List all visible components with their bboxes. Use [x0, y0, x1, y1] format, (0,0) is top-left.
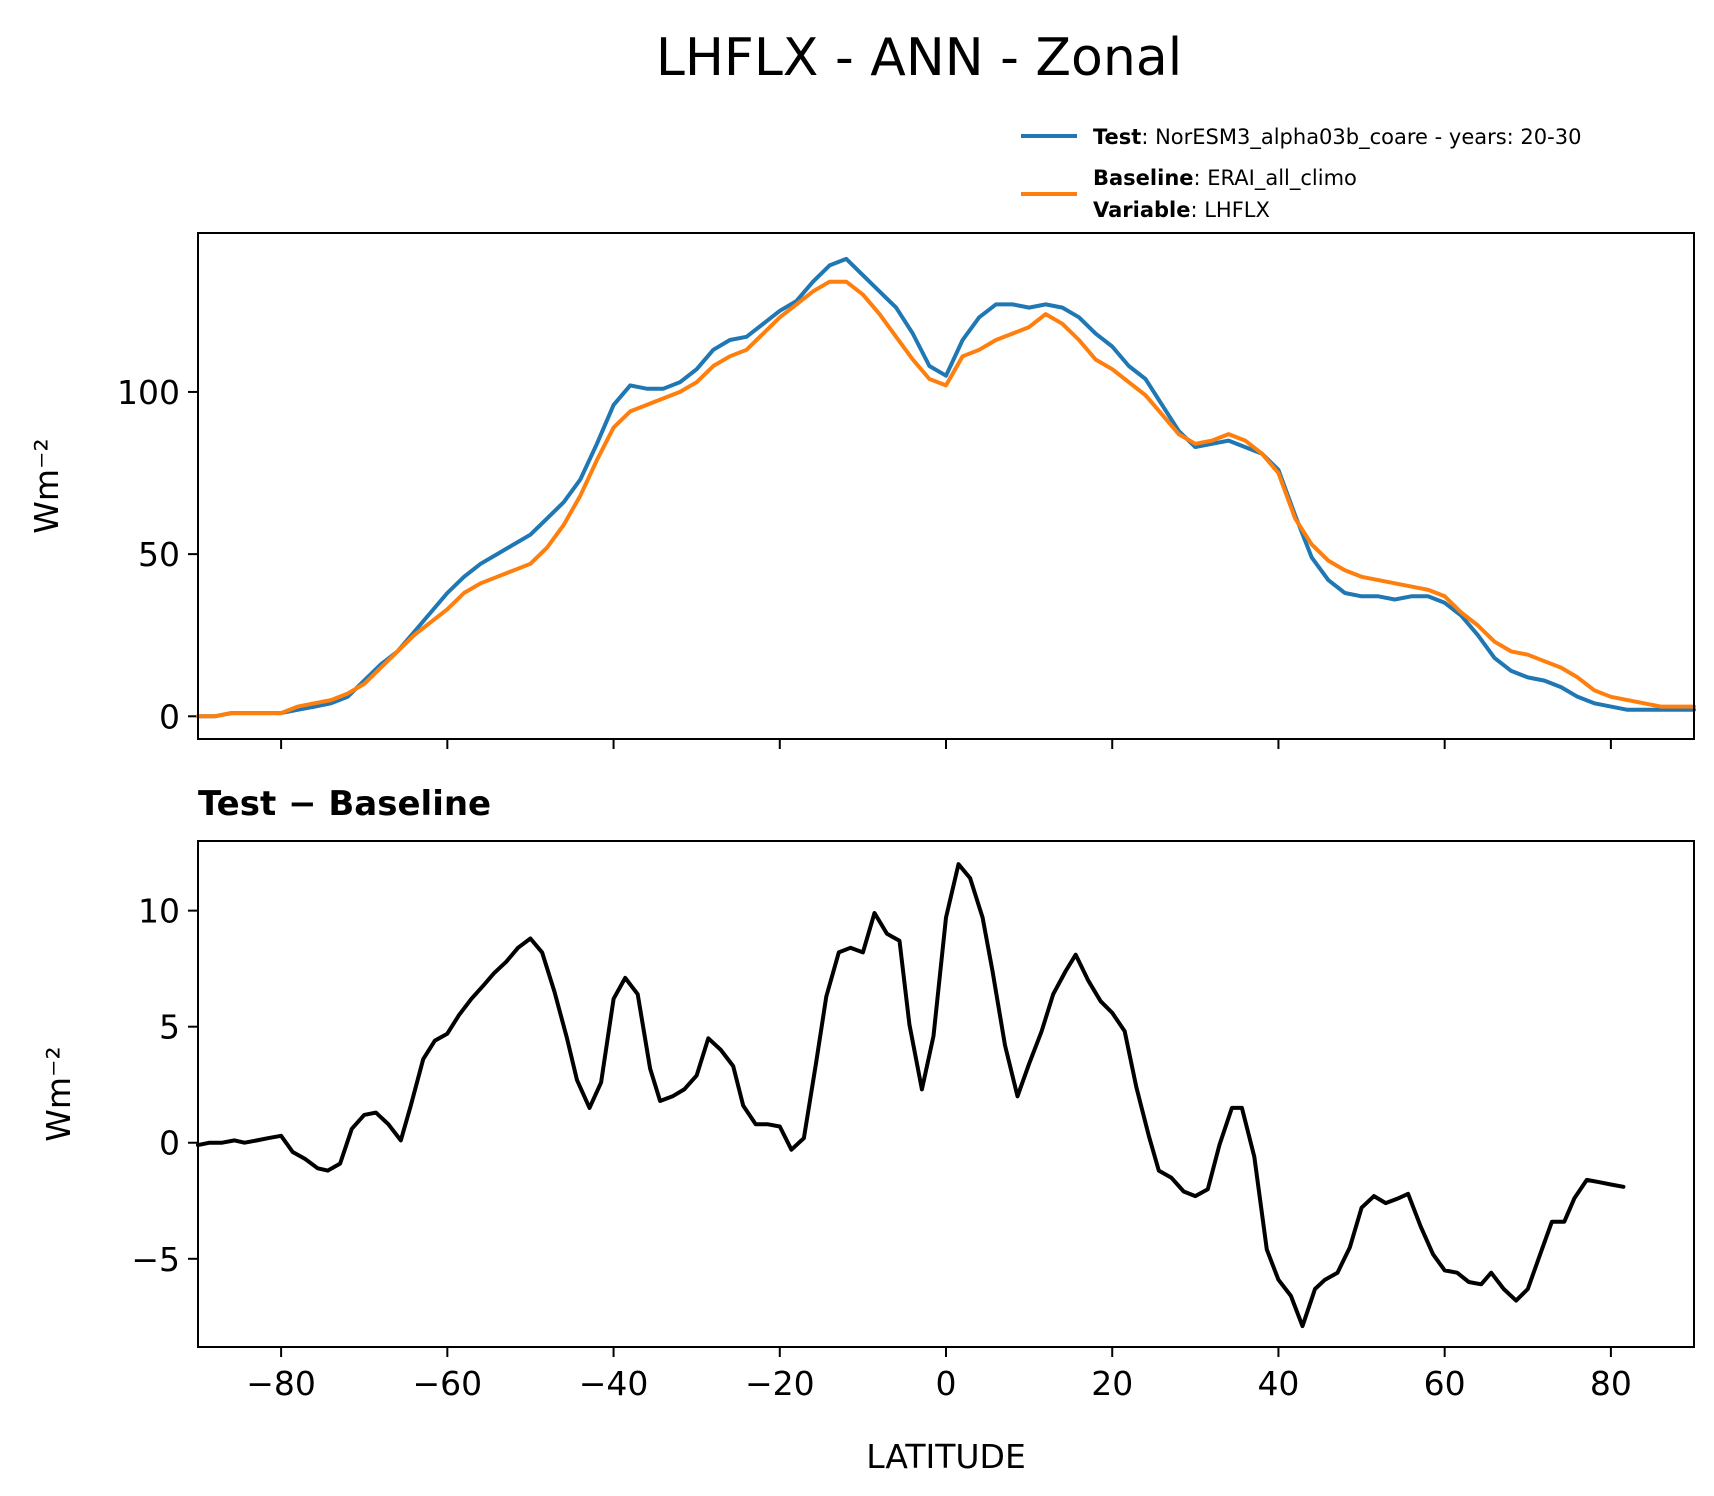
difference-panel-title: Test − Baseline [198, 784, 491, 824]
top-panel-ylabel: Wm⁻² [27, 438, 66, 533]
bottom-xtick-label: −40 [579, 1364, 649, 1403]
top-series-baseline [196, 279, 1696, 719]
top-panel-frame [197, 232, 1695, 740]
top-ytick-label: 50 [138, 535, 180, 574]
bottom-ytick-label: 10 [138, 892, 180, 931]
legend: Test: NorESM3_alpha03b_coare - years: 20… [1021, 125, 1581, 222]
bottom-xtick-label: −60 [413, 1364, 483, 1403]
legend-entry-test: Test: NorESM3_alpha03b_coare - years: 20… [1093, 125, 1581, 150]
legend-test-value: : NorESM3_alpha03b_coare - years: 20-30 [1141, 125, 1581, 150]
bottom-panel-ticks: −5 0 5 10 −80 −60 −40 −20 0 20 40 60 80 [131, 892, 1632, 1403]
legend-baseline-value: : ERAI_all_climo [1194, 166, 1357, 191]
legend-variable-value: : LHFLX [1190, 198, 1269, 222]
top-ytick-label: 0 [159, 697, 180, 736]
bottom-xtick-label: 0 [936, 1364, 957, 1403]
legend-entry-baseline: Baseline: ERAI_all_climo [1093, 166, 1357, 191]
top-ytick-label: 100 [117, 373, 180, 412]
bottom-xtick-label: −80 [246, 1364, 316, 1403]
bottom-panel-ylabel: Wm⁻² [39, 1046, 78, 1141]
bottom-xtick-label: 40 [1257, 1364, 1299, 1403]
bottom-xtick-label: 60 [1424, 1364, 1466, 1403]
bottom-xtick-label: −20 [745, 1364, 815, 1403]
bottom-xtick-label: 20 [1091, 1364, 1133, 1403]
top-panel-ticks: 0 50 100 [117, 373, 1612, 749]
bottom-ytick-label: 0 [159, 1124, 180, 1163]
legend-test-key: Test [1093, 125, 1141, 149]
legend-entry-variable: Variable: LHFLX [1093, 198, 1270, 222]
bottom-series-test-baseline [196, 862, 1626, 1329]
top-series-test [196, 256, 1696, 719]
legend-baseline-key: Baseline [1093, 166, 1194, 190]
bottom-panel-series [196, 862, 1626, 1329]
bottom-xtick-label: 80 [1590, 1364, 1632, 1403]
x-axis-label: LATITUDE [866, 1437, 1026, 1476]
legend-variable-key: Variable [1093, 198, 1190, 222]
difference-panel: Test − Baseline −5 0 5 10 −80 −60 −40 −20 0 20 40 6… [39, 784, 1695, 1476]
bottom-panel-frame [197, 840, 1695, 1348]
zonal-mean-panel: 0 50 100 Wm⁻² [27, 232, 1696, 749]
top-panel-series [196, 256, 1696, 719]
bottom-ytick-label: 5 [159, 1008, 180, 1047]
bottom-ytick-label: −5 [131, 1240, 180, 1279]
figure-title: LHFLX - ANN - Zonal [656, 28, 1182, 88]
